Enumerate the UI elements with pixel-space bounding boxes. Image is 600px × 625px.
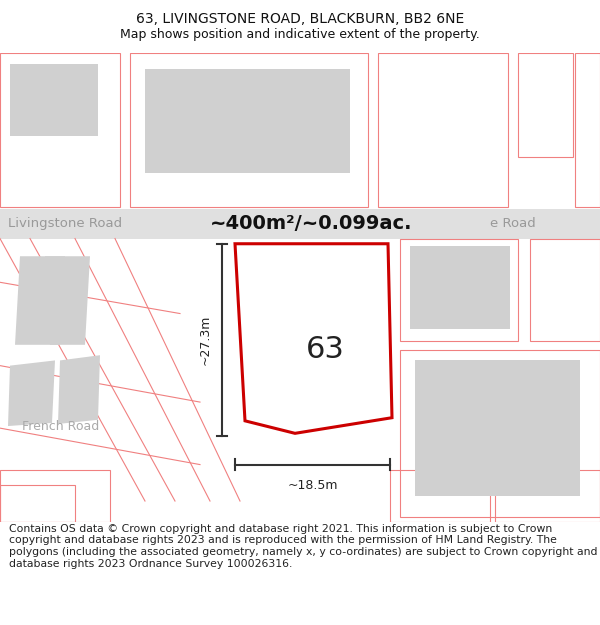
Text: 63: 63	[305, 336, 344, 364]
Bar	[530, 239, 600, 341]
Text: Map shows position and indicative extent of the property.: Map shows position and indicative extent…	[120, 28, 480, 41]
Polygon shape	[235, 244, 392, 433]
Bar	[0, 470, 110, 522]
Bar	[410, 246, 510, 329]
Text: Livingstone Road: Livingstone Road	[8, 217, 122, 231]
Text: Contains OS data © Crown copyright and database right 2021. This information is : Contains OS data © Crown copyright and d…	[9, 524, 598, 569]
Bar	[130, 53, 368, 208]
Bar	[390, 470, 490, 522]
Polygon shape	[58, 355, 100, 424]
Bar	[495, 470, 600, 522]
Bar	[415, 361, 580, 496]
Bar	[378, 53, 508, 208]
Text: ~27.3m: ~27.3m	[199, 315, 212, 365]
Polygon shape	[8, 361, 55, 426]
Bar	[0, 486, 75, 522]
Polygon shape	[255, 267, 370, 371]
Bar	[575, 53, 600, 208]
Bar	[145, 69, 350, 173]
Bar	[400, 350, 600, 517]
Bar	[400, 239, 518, 341]
Bar	[518, 53, 573, 158]
Text: e Road: e Road	[490, 217, 536, 231]
Bar	[0, 53, 120, 208]
Bar	[0, 209, 600, 239]
Text: French Road: French Road	[22, 419, 99, 432]
Polygon shape	[45, 256, 90, 345]
Text: ~400m²/~0.099ac.: ~400m²/~0.099ac.	[210, 214, 413, 234]
Text: ~18.5m: ~18.5m	[287, 479, 338, 492]
Polygon shape	[15, 256, 65, 345]
Bar	[10, 64, 98, 136]
Text: 63, LIVINGSTONE ROAD, BLACKBURN, BB2 6NE: 63, LIVINGSTONE ROAD, BLACKBURN, BB2 6NE	[136, 12, 464, 26]
